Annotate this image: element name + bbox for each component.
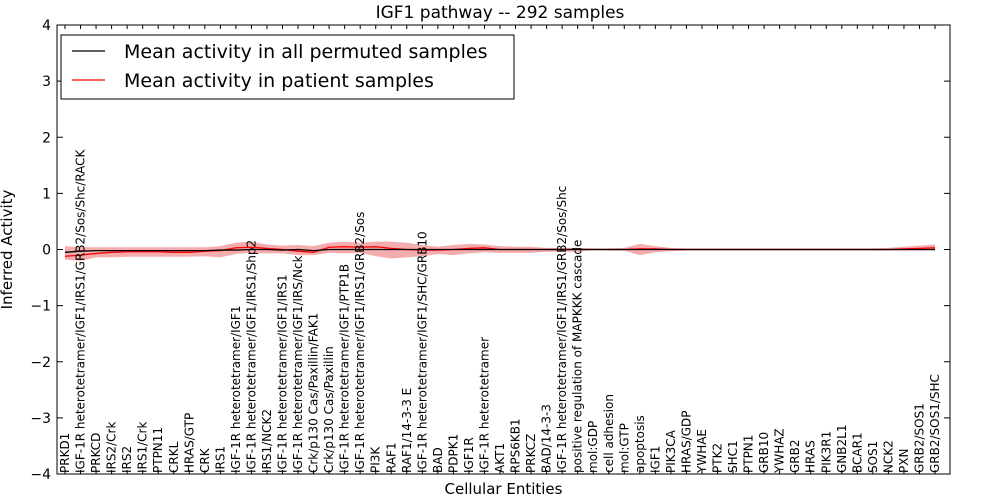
x-tick-label: AKT1 <box>493 443 507 473</box>
x-tick-label: HRAS/GTP <box>182 413 196 473</box>
x-tick-label: IGF-1R heterotetramer/IGF1/IRS1/GRB2/Sos <box>353 212 367 473</box>
x-tick-label: PTPN1 <box>742 435 756 473</box>
x-tick-label: PRKCZ <box>524 434 538 473</box>
y-tick-label: 4 <box>42 18 51 34</box>
x-tick-label: IGF-1R heterotetramer/IGF1 <box>229 306 243 473</box>
x-tick-label: SHC1 <box>726 440 740 473</box>
y-tick-label: −2 <box>30 355 51 371</box>
x-tick-label: RAF1 <box>384 442 398 473</box>
y-tick-label: 1 <box>42 186 51 202</box>
y-axis-label: Inferred Activity <box>0 189 16 309</box>
x-tick-label: HRAS/GDP <box>679 410 693 473</box>
x-tick-label: PDPK1 <box>446 434 460 473</box>
x-tick-label: Crk/p130 Cas/Paxillin <box>322 346 336 473</box>
x-tick-label: IRS2/Crk <box>105 422 119 473</box>
x-tick-label: GRB2/SOS1/SHC <box>928 374 942 473</box>
x-tick-label: RPS6KB1 <box>509 418 523 473</box>
x-tick-label: BAD/14-3-3 <box>540 404 554 473</box>
x-tick-label: YWHAZ <box>773 428 787 474</box>
x-tick-label: SOS1 <box>866 441 880 473</box>
x-tick-label: IGF1 <box>648 446 662 473</box>
x-tick-label: IGF-1R heterotetramer/IGF1/IRS1/Shp2 <box>244 240 258 473</box>
y-tick-label: −1 <box>30 299 51 315</box>
x-tick-label: PI3K <box>369 446 383 473</box>
x-tick-label: IGF-1R heterotetramer/IGF1/IRS1/GRB2/Sos… <box>555 186 569 473</box>
x-tick-label: IGF-1R heterotetramer/IGF1/SHC/GRB10 <box>415 231 429 473</box>
x-tick-label: PRKD1 <box>58 433 72 473</box>
x-tick-label: CRK <box>198 447 212 473</box>
x-tick-label: IRS1 <box>213 446 227 473</box>
chart-title: IGF1 pathway -- 292 samples <box>376 3 625 23</box>
legend-entry-permuted: Mean activity in all permuted samples <box>124 41 487 63</box>
x-tick-label: IGF-1R heterotetramer/IGF1/IRS1/GRB2/Sos… <box>74 148 88 473</box>
x-tick-label: GRB2 <box>788 439 802 473</box>
x-tick-label: IGF-1R heterotetramer/IGF1/IRS1 <box>276 274 290 473</box>
legend-entry-patient: Mean activity in patient samples <box>124 70 434 92</box>
y-tick-label: −4 <box>30 467 51 483</box>
x-tick-label: CRKL <box>167 441 181 473</box>
x-tick-label: BAD <box>431 447 445 473</box>
confidence-band <box>65 241 935 261</box>
x-tick-label: YWHAE <box>695 429 709 474</box>
plot-area <box>64 241 936 261</box>
x-tick-label: PIK3R1 <box>819 431 833 473</box>
x-tick-label: IGF-1R heterotetramer/IGF1/IRS/Nck <box>291 255 305 473</box>
x-tick-label: PTK2 <box>711 443 725 473</box>
x-axis-label: Cellular Entities <box>445 480 563 498</box>
x-tick-label: cell adhesion <box>602 394 616 473</box>
x-axis: PRKD1 IGF-1R heterotetramer/IGF1/IRS1/GRB… <box>58 25 942 474</box>
x-tick-label: GRB10 <box>757 432 771 473</box>
x-tick-label: IRS1/Crk <box>136 422 150 473</box>
x-tick-label: apoptosis <box>633 415 647 473</box>
x-tick-label: mol:GDP <box>586 421 600 473</box>
x-tick-label: IGF-1R heterotetramer/IGF1/PTP1B <box>338 264 352 473</box>
x-tick-label: Crk/p130 Cas/Paxillin/FAK1 <box>307 313 321 473</box>
x-tick-label: RAF1/14-3-3 E <box>400 388 414 473</box>
x-tick-label: PXN <box>897 449 911 473</box>
y-tick-label: −3 <box>30 411 51 427</box>
x-tick-label: BCAR1 <box>850 432 864 473</box>
x-tick-label: PRKCD <box>89 433 103 473</box>
x-tick-label: GNB2L1 <box>835 425 849 473</box>
x-tick-label: positive regulation of MAPKKK cascade <box>571 240 585 473</box>
x-tick-label: IRS1/NCK2 <box>260 409 274 473</box>
x-tick-label: mol:GTP <box>617 423 631 473</box>
legend: Mean activity in all permuted samples Me… <box>60 34 515 100</box>
legend-box <box>60 34 515 100</box>
x-tick-label: IGF-1R heterotetramer <box>477 337 491 473</box>
series-line-permuted <box>64 248 935 253</box>
x-tick-label: HRAS <box>804 440 818 473</box>
x-tick-label: IRS2 <box>120 446 134 473</box>
x-tick-label: PTPN11 <box>151 427 165 473</box>
y-tick-label: 2 <box>42 130 51 146</box>
x-tick-label: GRB2/SOS1 <box>912 403 926 473</box>
x-tick-label: PIK3CA <box>664 429 678 473</box>
y-tick-label: 0 <box>42 243 51 259</box>
x-tick-label: NCK2 <box>881 440 895 473</box>
y-tick-label: 3 <box>42 74 51 90</box>
y-axis: −4 −3 −2 −1 0 1 2 3 4 <box>30 18 950 483</box>
x-tick-label: IGF1R <box>462 437 476 473</box>
